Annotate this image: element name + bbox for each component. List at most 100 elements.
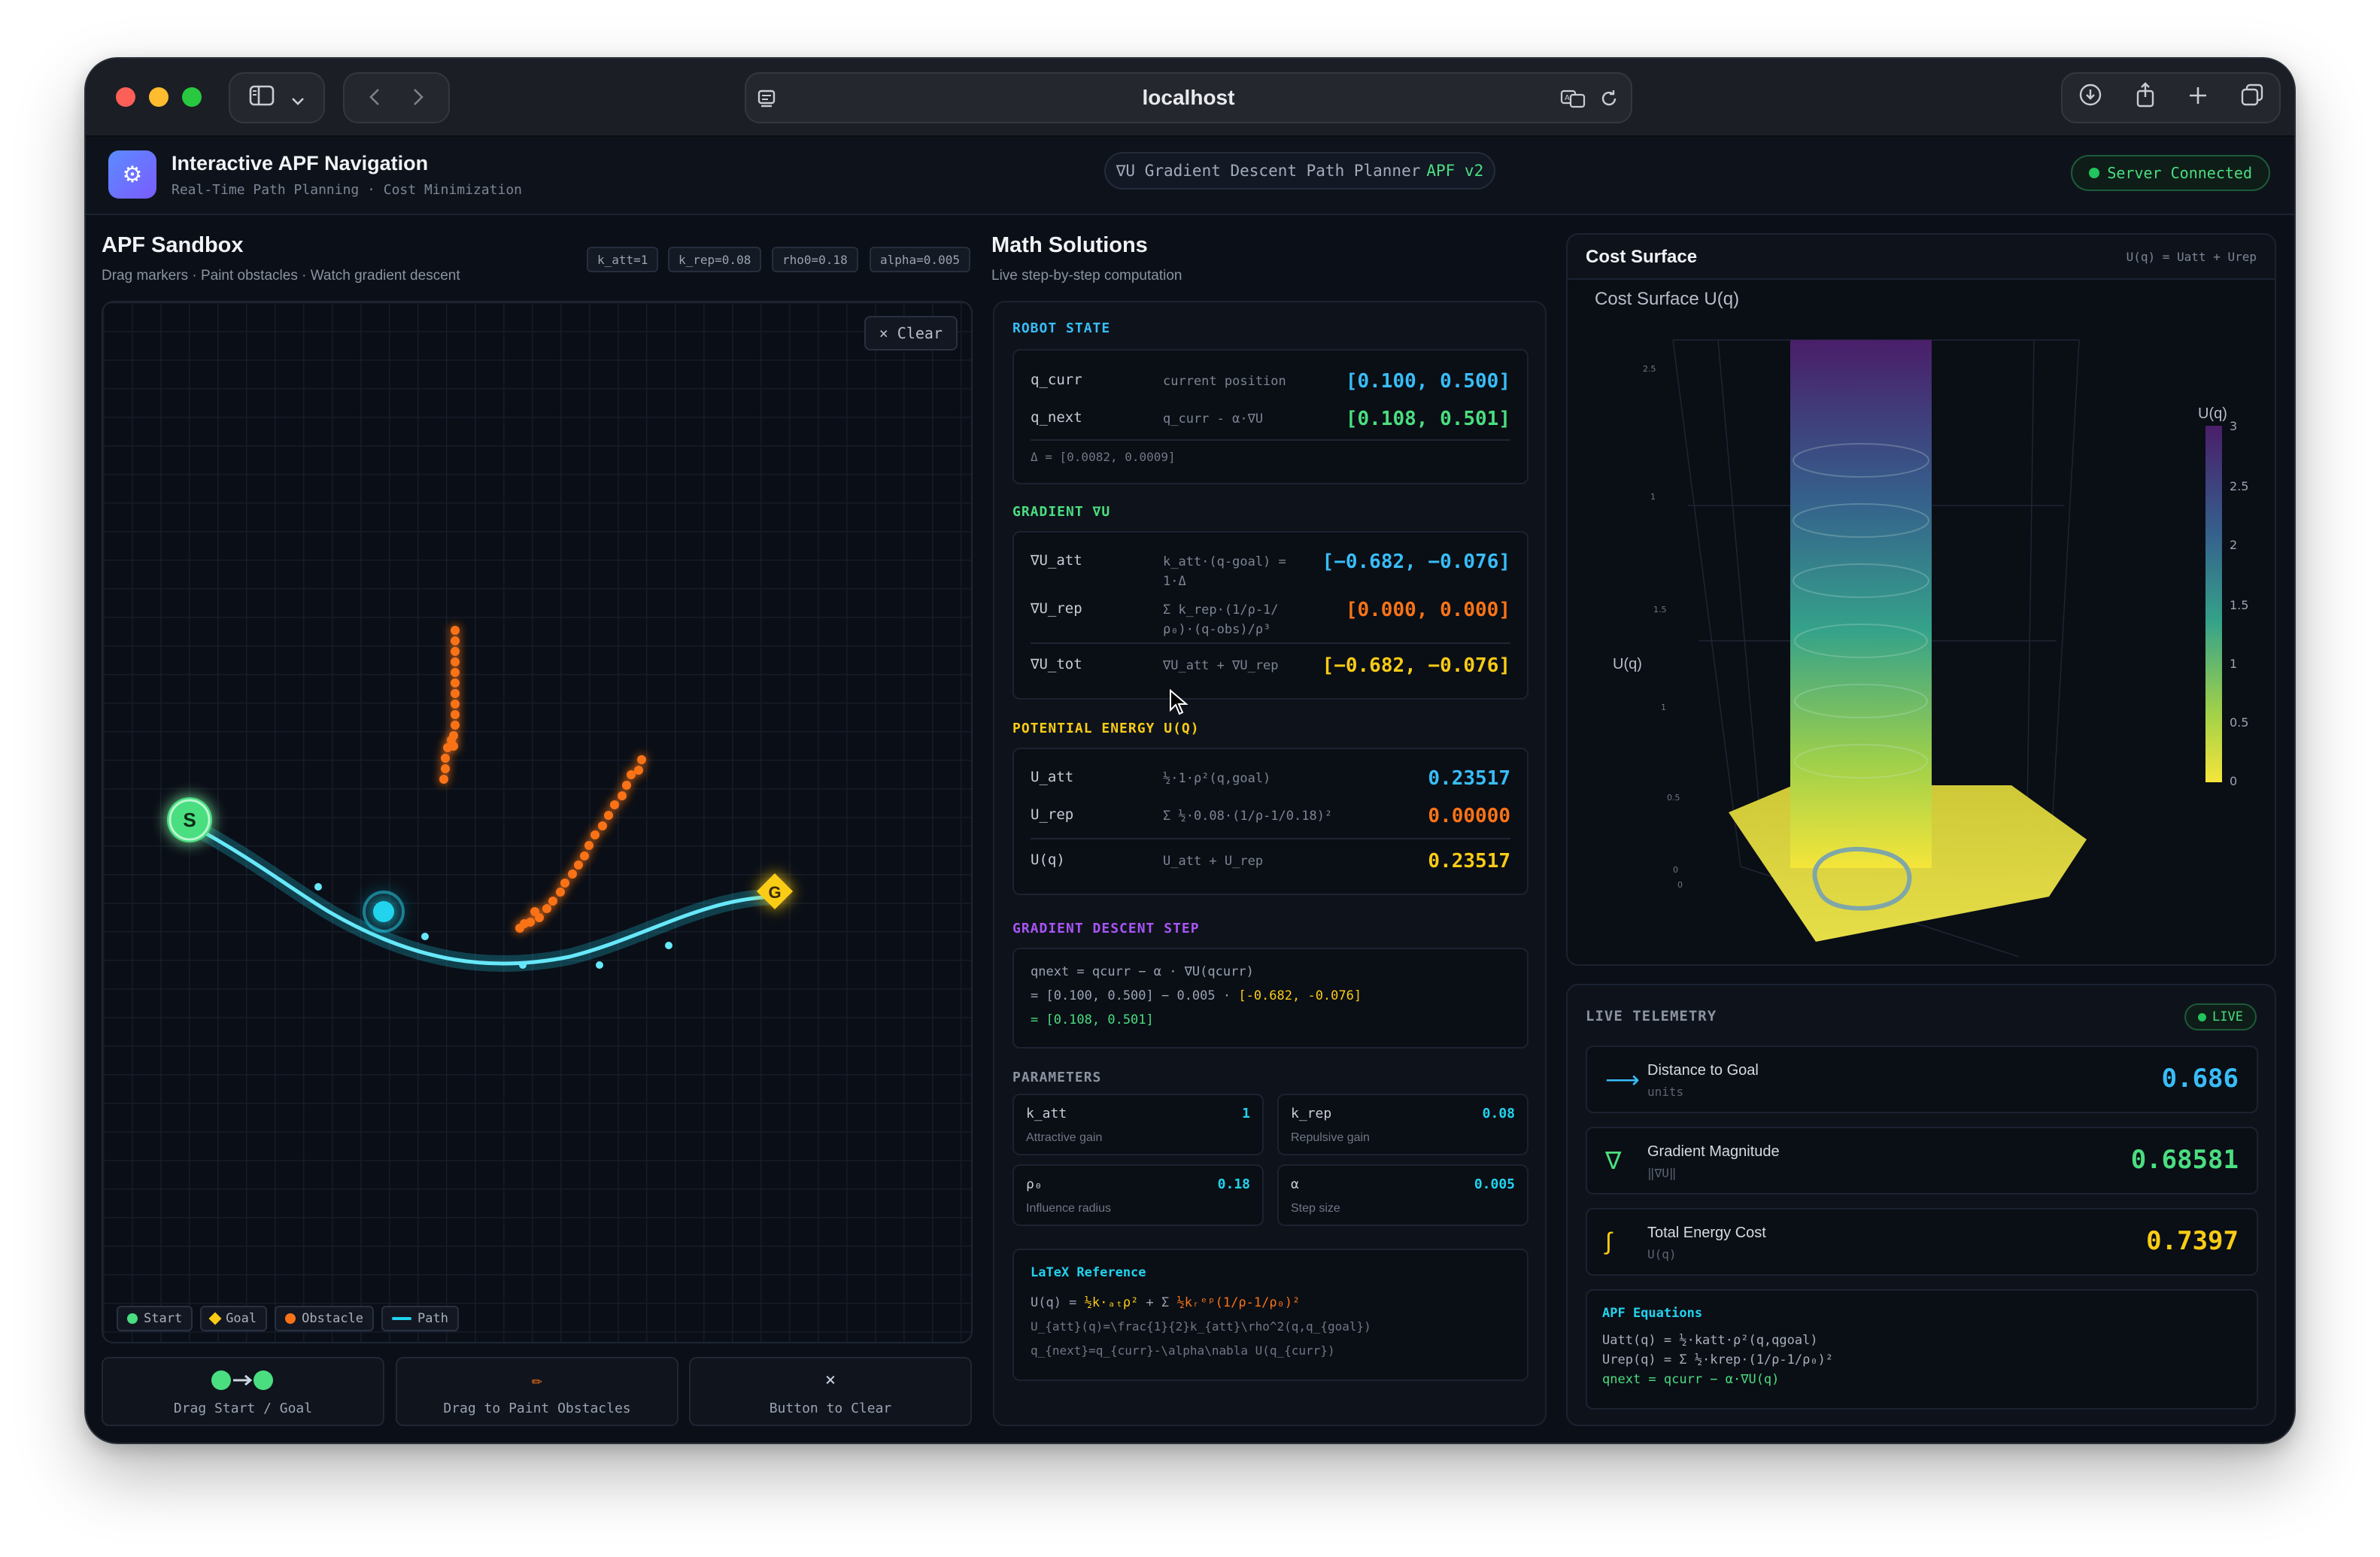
delta-text: Δ = [0.0082, 0.0009] (1031, 450, 1176, 464)
u-rep-formula: Σ ½·0.08·(1/ρ-1/0.18)² (1163, 809, 1333, 824)
paint-obstacles-label: Drag to Paint Obstacles (443, 1401, 631, 1416)
energy-card: U_att ½·1·ρ²(q,goal) 0.23517 U_rep Σ ½·0… (1012, 748, 1528, 895)
descent-line-1: qnext = qcurr − α · ∇U(qcurr) (1031, 964, 1254, 979)
planner-badge: ∇U Gradient Descent Path Planner APF v2 (1104, 152, 1495, 190)
surface-3d-svg: 2.5 1 1.5 1 0.5 0 0 U(q) 3 2.5 2 1.5 1 0… (1643, 339, 2248, 958)
tab-overview-icon[interactable] (2241, 83, 2263, 112)
obstacle-dot-icon (285, 1313, 296, 1324)
chip-alpha: alpha=0.005 (870, 247, 970, 272)
param-rho0-key: ρ₀ (1026, 1176, 1043, 1192)
nabla-icon: ∇ (1605, 1147, 1622, 1174)
clear-button[interactable]: × Clear (864, 316, 958, 351)
latex-card: LaTeX Reference U(q) = ½k·ₐₜρ² + Σ ½kᵣᵉᵖ… (1012, 1249, 1528, 1381)
svg-text:A: A (1565, 94, 1570, 102)
apf-equations-card: APF Equations Uatt(q) = ½·katt·ρ²(q,qgoa… (1586, 1289, 2258, 1410)
q-next-key: q_next (1031, 409, 1082, 426)
svg-text:0: 0 (1677, 880, 1683, 890)
distance-value: 0.686 (2161, 1064, 2239, 1094)
grad-tot-formula: ∇U_att + ∇U_rep (1163, 658, 1279, 673)
planner-version: APF v2 (1426, 162, 1484, 180)
param-rho0[interactable]: ρ₀ 0.18 Influence radius (1012, 1164, 1264, 1226)
clear-obstacles-button[interactable]: × Button to Clear (689, 1357, 972, 1426)
minimize-window-button[interactable] (149, 87, 168, 107)
parameters-heading: PARAMETERS (1012, 1070, 1102, 1085)
energy-heading: POTENTIAL ENERGY U(Q) (1012, 721, 1200, 736)
param-k-rep[interactable]: k_rep 0.08 Repulsive gain (1277, 1094, 1528, 1155)
sandbox-title: APF Sandbox (102, 233, 244, 257)
distance-label: Distance to Goal (1647, 1062, 1759, 1079)
live-badge: LIVE (2184, 1003, 2257, 1030)
surface-plot[interactable]: Cost Surface U(q) U(q) (1568, 280, 2275, 964)
drag-start-goal-button[interactable]: Drag Start / Goal (102, 1357, 384, 1426)
chip-k-rep: k_rep=0.08 (668, 247, 762, 272)
apf-sandbox-canvas[interactable]: S G × Clear Start Goal Obstacle Path (102, 301, 973, 1343)
obstacle-wall-1[interactable] (439, 626, 460, 784)
legend-start: Start (117, 1306, 193, 1331)
u-total-key: U(q) (1031, 851, 1065, 868)
share-icon[interactable] (2135, 82, 2156, 114)
svg-text:0.5: 0.5 (2230, 715, 2248, 730)
u-rep-value: 0.00000 (1428, 805, 1510, 827)
u-total-row: U(q) U_att + U_rep 0.23517 (1031, 845, 1510, 876)
legend-goal: Goal (200, 1306, 268, 1331)
apf-equations-heading: APF Equations (1602, 1306, 1703, 1321)
svg-text:1: 1 (2230, 657, 2237, 671)
robot-state-card: q_curr current position [0.100, 0.500] q… (1012, 349, 1528, 484)
address-bar[interactable]: localhost A (745, 72, 1632, 123)
param-k-rep-key: k_rep (1291, 1106, 1332, 1121)
page-menu-icon[interactable] (757, 89, 776, 112)
chevron-down-icon (291, 84, 305, 112)
grad-att-row: ∇U_att k_att·(q-goal) = 1·Δ [−0.682, −0.… (1031, 546, 1510, 589)
q-next-formula: q_curr - α·∇U (1163, 411, 1264, 426)
paint-obstacles-button[interactable]: ✏ Drag to Paint Obstacles (396, 1357, 678, 1426)
telemetry-heading: LIVE TELEMETRY (1586, 1008, 1717, 1024)
reload-icon[interactable] (1599, 89, 1619, 112)
param-k-att-desc: Attractive gain (1026, 1131, 1103, 1144)
sandbox-legend: Start Goal Obstacle Path (117, 1306, 459, 1331)
new-tab-icon[interactable] (2187, 84, 2208, 112)
math-title: Math Solutions (991, 233, 1148, 257)
param-alpha[interactable]: α 0.005 Step size (1277, 1164, 1528, 1226)
sandbox-svg: S G (167, 626, 794, 973)
svg-text:S: S (183, 809, 196, 831)
colorbar: U(q) 3 2.5 2 1.5 1 0.5 0 (2198, 405, 2248, 788)
param-rho0-desc: Influence radius (1026, 1202, 1111, 1215)
app-logo-icon: ⚙ (108, 150, 156, 199)
param-k-att[interactable]: k_att 1 Attractive gain (1012, 1094, 1264, 1155)
close-window-button[interactable] (116, 87, 135, 107)
descent-line-2: = [0.100, 0.500] − 0.005 · [-0.682, -0.0… (1031, 988, 1362, 1003)
svg-text:G: G (768, 883, 781, 902)
svg-text:3: 3 (2230, 419, 2237, 433)
chip-k-att: k_att=1 (587, 247, 659, 272)
translate-icon[interactable]: A (1560, 89, 1586, 112)
svg-text:2.5: 2.5 (1643, 364, 1656, 374)
zoom-window-button[interactable] (182, 87, 202, 107)
gradient-value: 0.68581 (2130, 1145, 2239, 1175)
sidebar-toggle-button[interactable] (229, 72, 325, 123)
robot-current-marker[interactable] (363, 891, 405, 933)
url-text: localhost (1142, 86, 1235, 109)
svg-text:1.5: 1.5 (2230, 598, 2248, 612)
goal-diamond-icon (208, 1312, 222, 1325)
download-icon[interactable] (2078, 83, 2102, 113)
start-marker[interactable]: S (167, 797, 212, 842)
u-rep-key: U_rep (1031, 806, 1074, 823)
param-k-att-key: k_att (1026, 1106, 1067, 1121)
latex-1a: U(q) = (1031, 1295, 1085, 1310)
param-k-att-value: 1 (1242, 1106, 1250, 1121)
contour-rings (1793, 443, 1929, 778)
axis-ticks: 2.5 1 1.5 1 0.5 0 0 (1643, 364, 1683, 890)
arrow-right-icon: ⟶ (1605, 1066, 1640, 1093)
telemetry-panel: LIVE TELEMETRY LIVE ⟶ Distance to Goal u… (1566, 984, 2276, 1426)
u-rep-row: U_rep Σ ½·0.08·(1/ρ-1/0.18)² 0.00000 (1031, 800, 1510, 830)
back-icon[interactable] (369, 84, 380, 112)
path-waypoint (596, 961, 603, 969)
app-title: Interactive APF Navigation (172, 152, 429, 175)
surface-title: Cost Surface (1586, 247, 1698, 267)
forward-icon[interactable] (413, 84, 423, 112)
svg-text:2.5: 2.5 (2230, 479, 2248, 493)
telemetry-distance: ⟶ Distance to Goal units 0.686 (1586, 1046, 2258, 1113)
obstacle-wall-2[interactable] (515, 755, 646, 933)
legend-path: Path (381, 1306, 459, 1331)
u-att-row: U_att ½·1·ρ²(q,goal) 0.23517 (1031, 763, 1510, 793)
